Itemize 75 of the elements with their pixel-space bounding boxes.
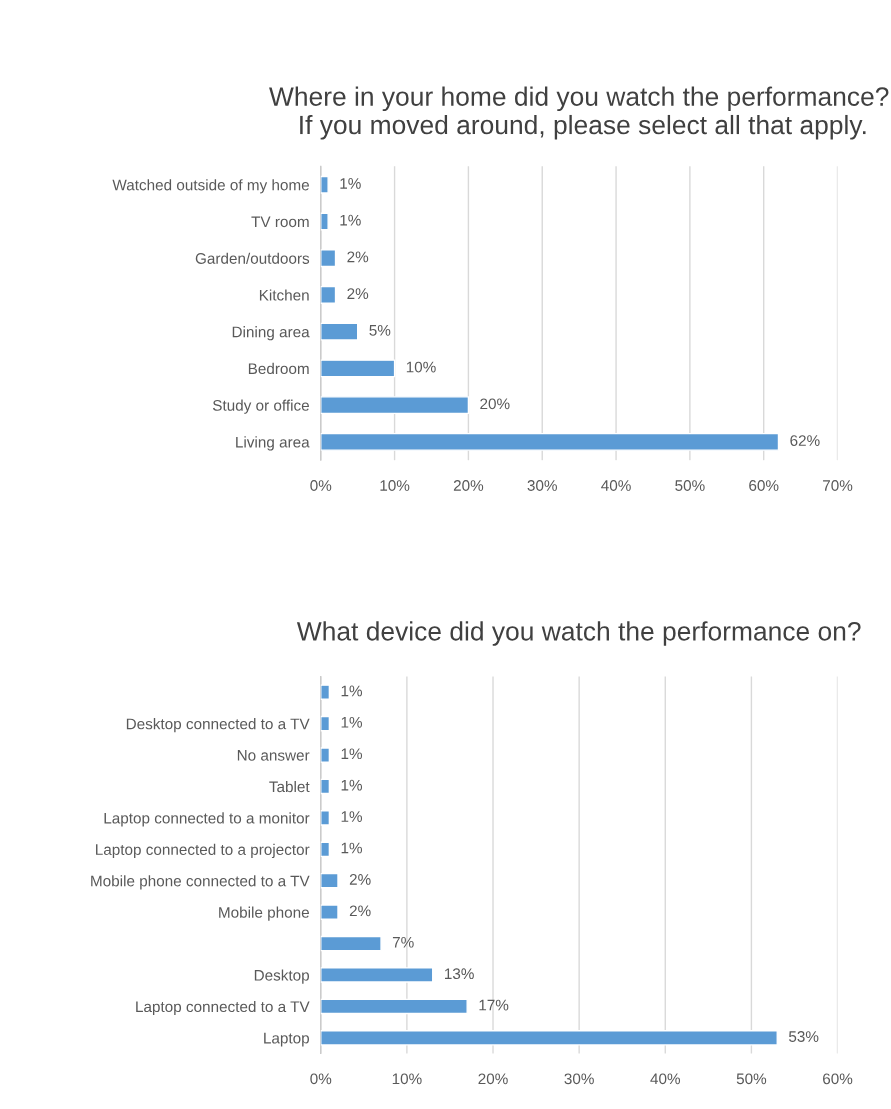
y-tick-label: Dining area <box>232 326 310 341</box>
y-tick-label: Laptop <box>264 1032 310 1047</box>
bar <box>320 935 382 952</box>
data-label: 17% <box>479 999 509 1011</box>
y-tick-label: Laptop connected to a monitor <box>104 812 310 827</box>
bar <box>320 322 359 341</box>
bar <box>320 841 331 858</box>
y-tick-label: Laptop connected to a TV <box>136 1000 310 1016</box>
bar <box>320 872 339 889</box>
y-tick-label: Living area <box>236 436 310 451</box>
data-label: 1% <box>340 214 361 226</box>
bar <box>320 175 329 194</box>
bar <box>320 810 331 826</box>
bar <box>320 396 470 415</box>
y-tick-label: Mobile phone connected to a TV <box>91 875 310 890</box>
bar <box>320 285 337 304</box>
chart-title: What device did you watch the performance on? <box>296 621 861 646</box>
bar <box>320 747 331 763</box>
x-tick-label: 0% <box>310 1073 332 1085</box>
data-label: 1% <box>341 685 363 697</box>
y-tick-label: Desktop <box>254 969 310 984</box>
x-tick-label: 30% <box>564 1073 594 1085</box>
data-label: 7% <box>392 936 414 948</box>
data-label: 53% <box>788 1031 819 1042</box>
bar <box>320 212 329 231</box>
x-tick-label: 50% <box>736 1073 767 1085</box>
bar <box>320 359 396 378</box>
x-tick-label: 20% <box>453 480 484 491</box>
data-label: 1% <box>341 716 363 728</box>
x-tick-label: 70% <box>823 480 853 491</box>
x-tick-label: 30% <box>527 480 557 491</box>
data-label: 2% <box>349 874 371 885</box>
bar <box>320 904 339 920</box>
bar <box>320 1030 778 1046</box>
data-label: 1% <box>341 811 363 822</box>
x-tick-label: 60% <box>823 1073 853 1085</box>
x-tick-label: 10% <box>392 1073 422 1085</box>
data-label: 2% <box>347 288 369 299</box>
bar <box>320 684 331 700</box>
y-tick-label: Bedroom <box>248 362 309 375</box>
bar <box>320 967 434 983</box>
data-label: 10% <box>406 361 436 373</box>
chart-title: Where in your home did you watch the performance? If you moved around, please select all that apply. <box>269 86 889 140</box>
x-tick-label: 50% <box>675 480 705 491</box>
data-label: 20% <box>480 398 510 410</box>
bar <box>320 715 331 732</box>
y-tick-label: Laptop connected to a projector <box>96 843 310 859</box>
data-label: 2% <box>349 905 371 917</box>
y-tick-label: Kitchen <box>259 289 309 301</box>
x-tick-label: 20% <box>478 1073 508 1085</box>
y-tick-label: Study or office <box>212 399 309 414</box>
data-label: 1% <box>341 842 363 854</box>
y-tick-label: TV room <box>251 216 309 228</box>
bar <box>320 998 468 1015</box>
y-tick-label: Desktop connected to a TV <box>126 718 310 733</box>
bar <box>320 778 331 795</box>
data-label: 13% <box>445 968 474 980</box>
y-tick-label: No answer <box>237 750 310 761</box>
y-tick-label: Tablet <box>269 780 310 793</box>
x-tick-label: 40% <box>650 1073 681 1085</box>
x-tick-label: 60% <box>749 480 779 491</box>
bar <box>320 432 780 451</box>
x-tick-label: 10% <box>380 480 410 491</box>
x-tick-label: 0% <box>310 480 332 491</box>
data-label: 1% <box>341 779 363 791</box>
data-label: 1% <box>340 178 361 189</box>
data-label: 5% <box>369 325 391 336</box>
data-label: 2% <box>347 251 369 263</box>
y-tick-label: Watched outside of my home <box>112 179 309 194</box>
data-label: 1% <box>341 748 363 760</box>
y-tick-label: Garden/outdoors <box>195 252 310 264</box>
bar <box>320 249 337 268</box>
data-label: 62% <box>790 435 820 446</box>
x-tick-label: 40% <box>601 480 631 491</box>
y-tick-label: Mobile phone <box>219 906 309 921</box>
